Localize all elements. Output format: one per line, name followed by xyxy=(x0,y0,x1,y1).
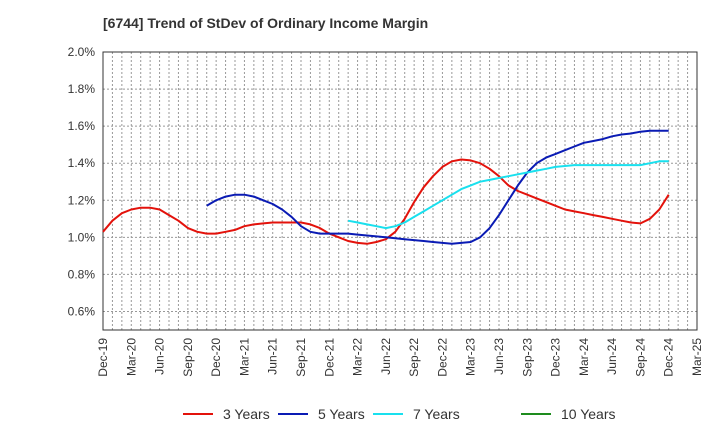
plot-area: 0.6% 0.8% 1.0% 1.2% 1.4% 1.6% 1.8% 2.0% Dec-19 Ma… xyxy=(68,45,704,377)
x-tick-label: Jun-23 xyxy=(492,338,506,375)
x-tick-label: Sep-23 xyxy=(520,338,534,377)
x-tick-label: Dec-22 xyxy=(435,338,449,377)
legend-label: 3 Years xyxy=(223,406,270,422)
x-tick-label: Mar-22 xyxy=(351,338,365,376)
x-tick-label: Dec-21 xyxy=(322,338,336,377)
series-line-3-years xyxy=(102,158,670,245)
y-tick-label: 0.6% xyxy=(68,304,96,318)
series-line-7-years xyxy=(347,160,669,230)
x-tick-label: Dec-20 xyxy=(209,338,223,377)
series-line-5-years xyxy=(206,129,669,245)
x-tick-label: Jun-20 xyxy=(153,338,167,375)
legend-label: 10 Years xyxy=(561,406,616,422)
x-tick-label: Sep-20 xyxy=(181,338,195,377)
x-tick-label: Jun-22 xyxy=(379,338,393,375)
y-tick-label: 1.0% xyxy=(68,230,96,244)
x-tick-label: Jun-24 xyxy=(605,338,619,375)
x-tick-label: Jun-21 xyxy=(266,338,280,375)
x-tick-label: Sep-21 xyxy=(294,338,308,377)
y-tick-label: 1.4% xyxy=(68,156,96,170)
y-tick-label: 1.6% xyxy=(68,119,96,133)
legend: 3 Years 5 Years 7 Years 10 Years xyxy=(183,406,616,422)
x-tick-label: Dec-24 xyxy=(662,338,676,377)
plot-background xyxy=(103,52,697,330)
x-tick-label: Sep-24 xyxy=(633,338,647,377)
y-tick-label: 0.8% xyxy=(68,267,96,281)
legend-label: 7 Years xyxy=(413,406,460,422)
x-tick-label: Mar-24 xyxy=(577,338,591,376)
x-tick-label: Mar-20 xyxy=(124,338,138,376)
x-tick-label: Mar-25 xyxy=(690,338,704,376)
y-tick-label: 2.0% xyxy=(68,45,96,59)
y-tick-label: 1.2% xyxy=(68,193,96,207)
chart-title: [6744] Trend of StDev of Ordinary Income… xyxy=(103,15,428,31)
x-tick-label: Dec-19 xyxy=(96,338,110,377)
x-tick-label: Mar-23 xyxy=(464,338,478,376)
x-tick-label: Mar-21 xyxy=(237,338,251,376)
legend-label: 5 Years xyxy=(318,406,365,422)
plot-frame xyxy=(102,51,698,331)
x-tick-label: Sep-22 xyxy=(407,338,421,377)
x-tick-label: Dec-23 xyxy=(549,338,563,377)
y-tick-label: 1.8% xyxy=(68,82,96,96)
